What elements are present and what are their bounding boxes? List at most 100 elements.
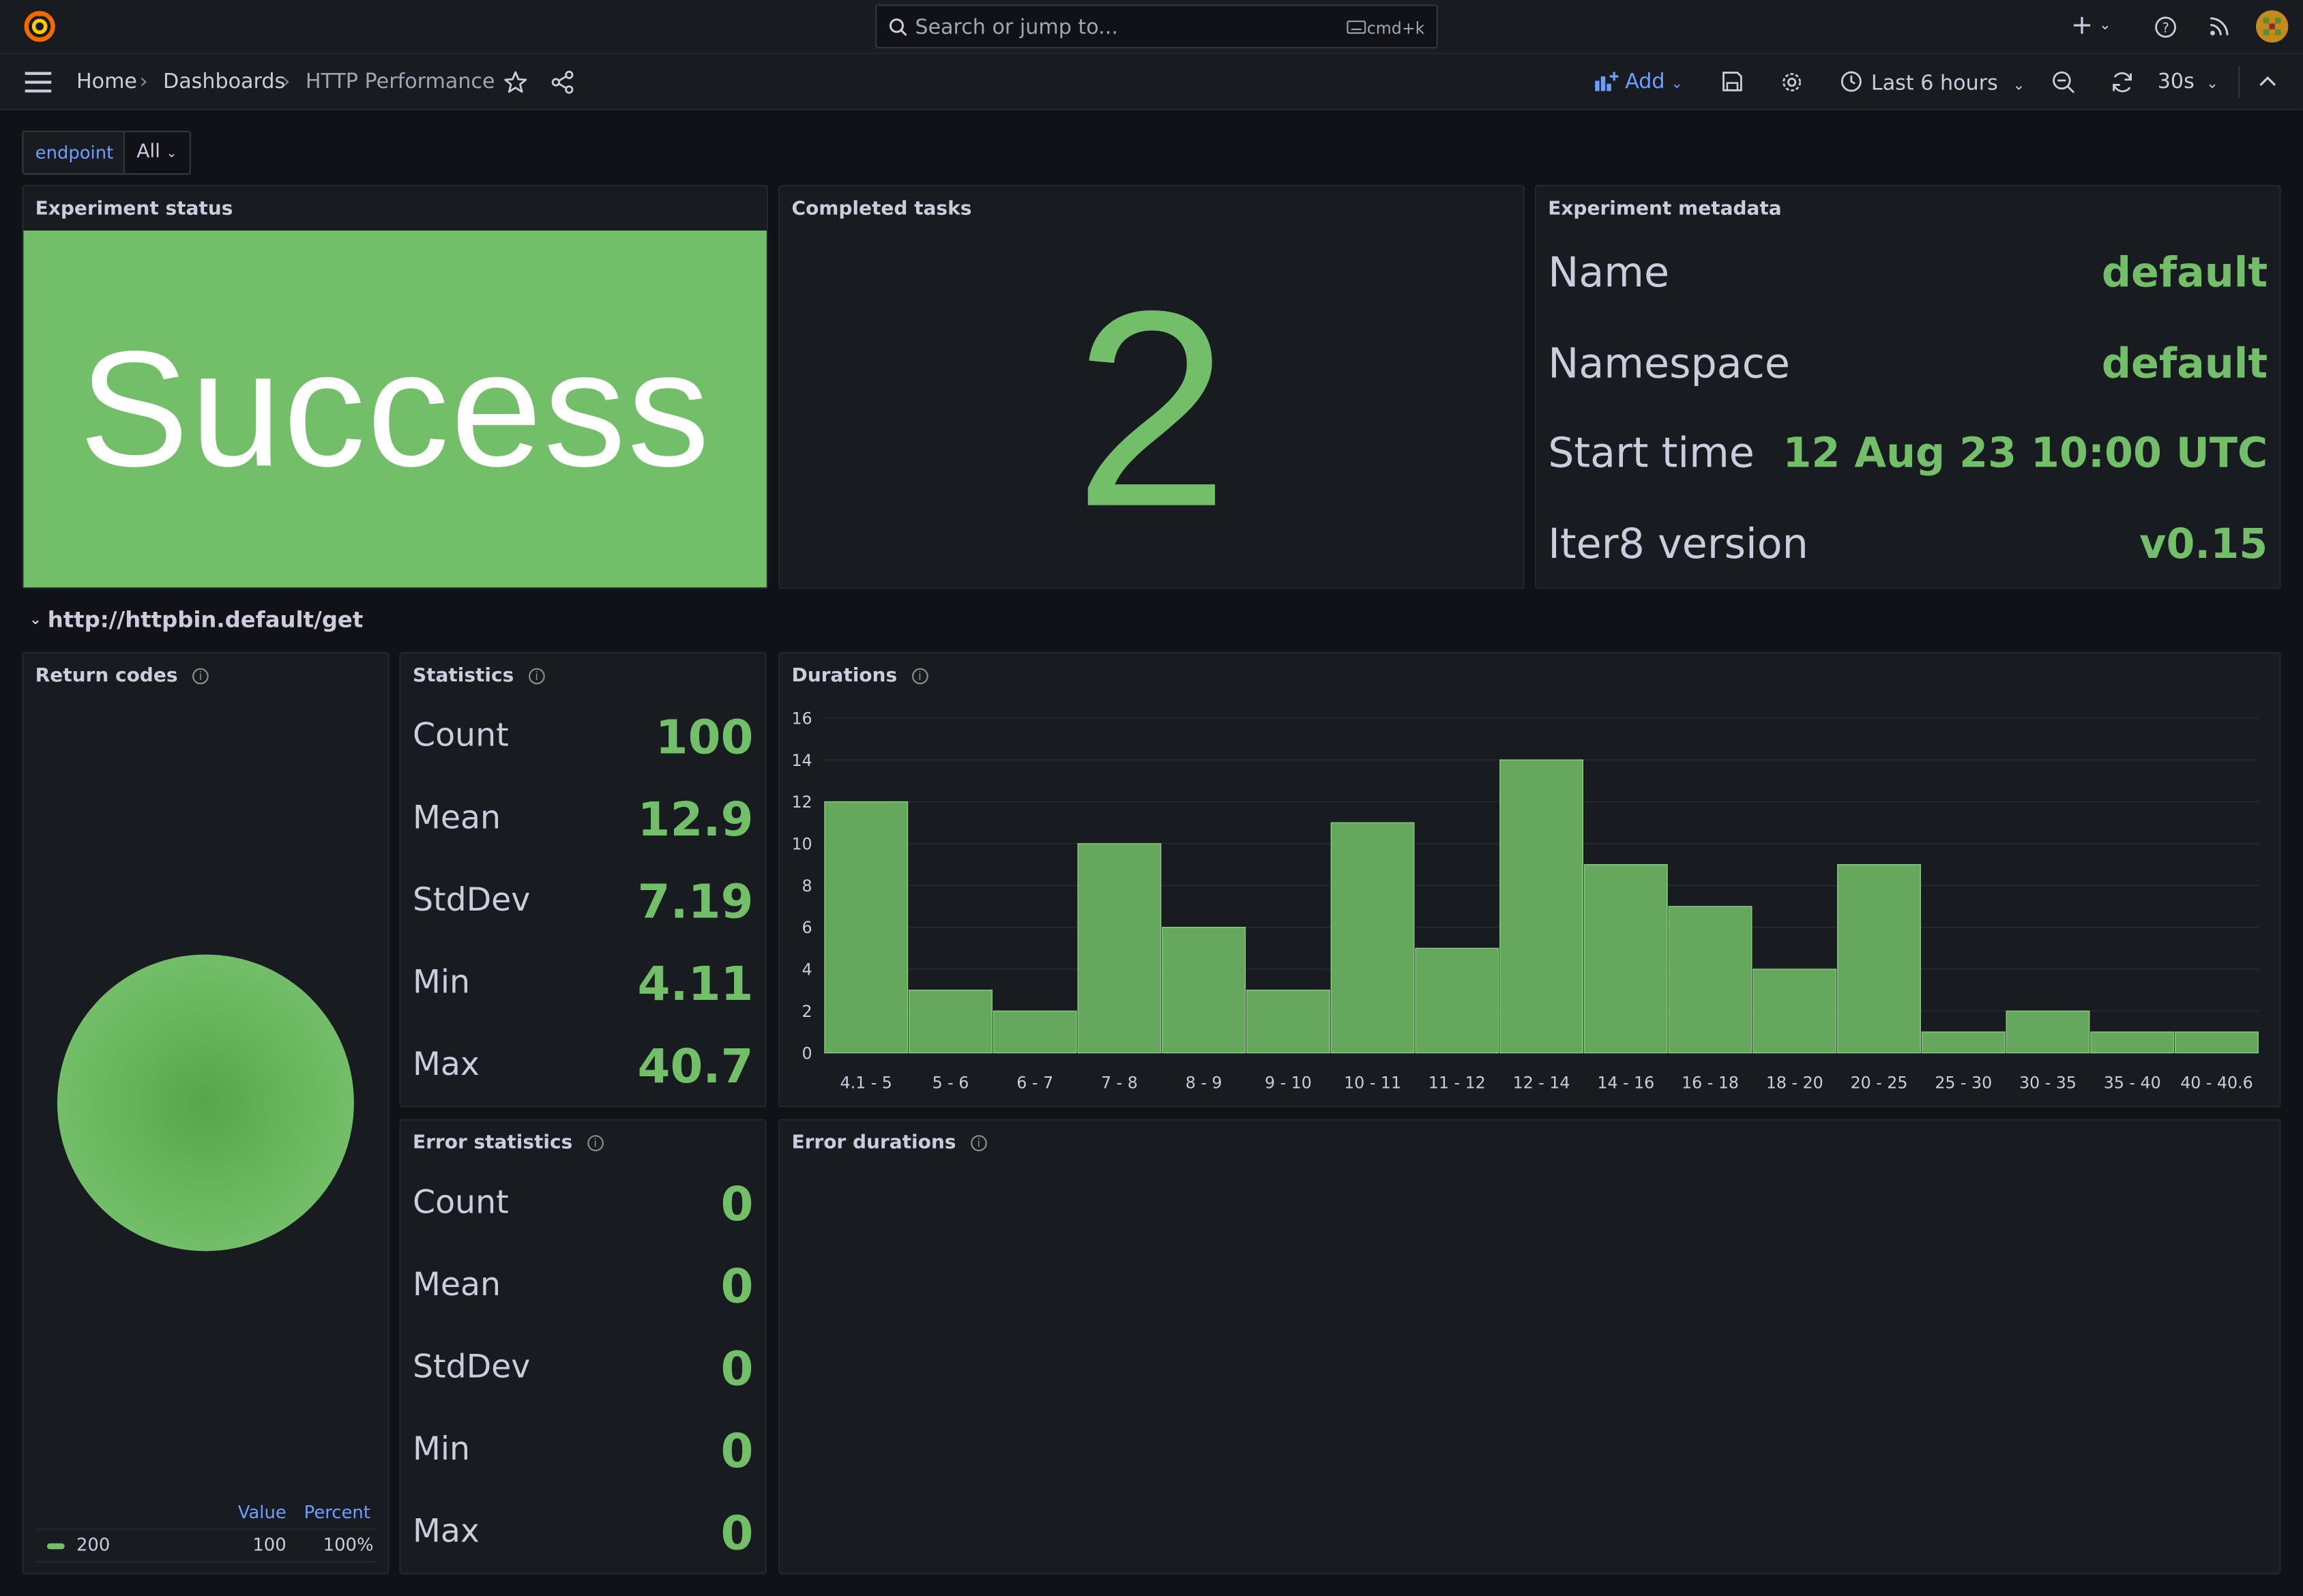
- stat-label: Count: [412, 1185, 509, 1222]
- info-icon[interactable]: i: [970, 1135, 987, 1151]
- keyboard-icon: [1347, 20, 1366, 34]
- variable-label-endpoint: endpoint: [22, 130, 127, 175]
- info-icon[interactable]: i: [911, 668, 928, 685]
- x-tick-label: 30 - 35: [2019, 1073, 2077, 1092]
- save-icon[interactable]: [1721, 70, 1743, 92]
- row-collapse-toggle[interactable]: ⌄ http://httpbin.default/get: [29, 606, 363, 633]
- metadata-value: v0.15: [2139, 520, 2268, 569]
- time-range-picker[interactable]: Last 6 hours ⌄: [1840, 70, 2025, 95]
- svg-text:?: ?: [2162, 20, 2169, 35]
- grafana-logo-icon[interactable]: [23, 10, 55, 42]
- chevron-down-icon: ⌄: [29, 612, 42, 629]
- metadata-label: Name: [1548, 248, 1670, 297]
- histogram-bar[interactable]: [993, 1010, 1077, 1054]
- refresh-icon[interactable]: [2111, 70, 2134, 93]
- statistics-panel: Statistics i Count 100 Mean 12.9 StdDev 7…: [399, 651, 767, 1108]
- legend-series-value: 100: [252, 1534, 287, 1556]
- histogram-bar[interactable]: [1583, 863, 1668, 1054]
- panel-title: Completed tasks: [791, 198, 972, 220]
- x-tick-label: 18 - 20: [1766, 1073, 1823, 1092]
- stat-value: 7.19: [637, 874, 754, 930]
- help-icon[interactable]: ?: [2154, 16, 2176, 38]
- search-placeholder: Search or jump to...: [915, 16, 1118, 40]
- histogram-bar[interactable]: [2090, 1031, 2175, 1054]
- x-tick-label: 7 - 8: [1101, 1073, 1138, 1092]
- x-tick-label: 25 - 30: [1935, 1073, 1992, 1092]
- legend-divider: [35, 1561, 377, 1563]
- breadcrumb-dashboards[interactable]: Dashboards: [162, 70, 286, 94]
- breadcrumb-separator: ›: [282, 70, 291, 94]
- new-menu-button[interactable]: + ⌄: [2070, 10, 2111, 42]
- status-stat-background: Success: [23, 231, 767, 588]
- info-icon[interactable]: i: [192, 668, 209, 685]
- panel-title: Experiment status: [35, 198, 233, 220]
- panel-title: Durations i: [791, 665, 928, 688]
- histogram-bar[interactable]: [824, 801, 909, 1054]
- histogram-bar[interactable]: [1921, 1031, 2006, 1054]
- collapse-chevron-up-icon[interactable]: [2259, 75, 2276, 87]
- histogram-bar[interactable]: [2175, 1031, 2259, 1054]
- gear-icon[interactable]: [1780, 70, 1803, 93]
- pie-slice-200[interactable]: [57, 954, 354, 1252]
- add-button[interactable]: Add ⌄: [1595, 70, 1683, 94]
- x-tick-label: 35 - 40: [2104, 1073, 2161, 1092]
- stat-value: 0: [720, 1505, 754, 1561]
- metadata-value: default: [2101, 248, 2268, 297]
- share-icon[interactable]: [551, 70, 574, 94]
- x-tick-label: 9 - 10: [1265, 1073, 1312, 1092]
- stat-label: StdDev: [412, 882, 531, 919]
- metadata-value: 12 Aug 23 10:00 UTC: [1783, 428, 2268, 477]
- row-title: http://httpbin.default/get: [47, 606, 364, 633]
- legend-divider: [35, 1528, 377, 1531]
- legend-header-percent[interactable]: Percent: [304, 1502, 370, 1523]
- y-tick-label: 4: [802, 960, 812, 979]
- x-tick-label: 4.1 - 5: [840, 1073, 892, 1092]
- histogram-bar[interactable]: [1077, 843, 1162, 1054]
- user-avatar[interactable]: [2256, 10, 2289, 43]
- legend-series-name[interactable]: 200: [76, 1534, 111, 1556]
- y-tick-label: 16: [791, 709, 812, 728]
- y-tick-label: 8: [802, 876, 812, 896]
- search-input[interactable]: Search or jump to... cmd+k: [875, 4, 1438, 49]
- dashboard-nav-bar: Home › Dashboards › HTTP Performance Add…: [0, 54, 2303, 110]
- histogram-bar[interactable]: [1752, 969, 1837, 1054]
- stat-label: Max: [412, 1047, 480, 1084]
- stat-label: Mean: [412, 800, 501, 838]
- stat-label: Mean: [412, 1267, 501, 1304]
- panel-title: Experiment metadata: [1548, 198, 1782, 220]
- histogram-bar[interactable]: [2006, 1010, 2090, 1054]
- endpoint-select[interactable]: All ⌄: [123, 130, 191, 175]
- error-durations-panel: Error durations i: [778, 1119, 2281, 1575]
- metadata-label: Iter8 version: [1548, 520, 1808, 569]
- search-icon: [889, 18, 907, 36]
- refresh-interval-picker[interactable]: 30s ⌄: [2157, 70, 2219, 94]
- stat-value: 40.7: [637, 1038, 754, 1094]
- legend-header-value[interactable]: Value: [237, 1502, 287, 1523]
- menu-icon[interactable]: [25, 72, 52, 93]
- stat-value: 0: [720, 1176, 754, 1232]
- histogram-bar[interactable]: [908, 990, 993, 1054]
- stat-value: 100: [655, 709, 754, 765]
- y-tick-label: 14: [791, 751, 812, 770]
- metadata-label: Namespace: [1548, 339, 1790, 388]
- histogram-bar[interactable]: [1668, 906, 1752, 1054]
- toolbar-divider: [2238, 65, 2240, 99]
- star-icon[interactable]: [503, 70, 527, 93]
- info-icon[interactable]: i: [587, 1135, 604, 1151]
- x-tick-label: 5 - 6: [933, 1073, 969, 1092]
- experiment-metadata-panel: Experiment metadata Name default Namespa…: [1534, 185, 2281, 589]
- info-icon[interactable]: i: [528, 668, 545, 685]
- histogram-bar[interactable]: [1246, 990, 1330, 1054]
- breadcrumb-home[interactable]: Home: [76, 70, 137, 94]
- histogram-bar[interactable]: [1499, 759, 1584, 1054]
- histogram-bar[interactable]: [1837, 863, 1921, 1054]
- x-tick-label: 40 - 40.6: [2180, 1073, 2253, 1092]
- zoom-out-icon[interactable]: [2052, 70, 2075, 93]
- add-panel-icon: [1595, 72, 1619, 91]
- y-tick-label: 10: [791, 835, 812, 854]
- error-statistics-panel: Error statistics i Count 0 Mean 0 StdDev …: [399, 1119, 767, 1575]
- news-feed-icon[interactable]: [2209, 16, 2229, 37]
- histogram-bar[interactable]: [1162, 926, 1246, 1054]
- histogram-bar[interactable]: [1330, 822, 1415, 1054]
- histogram-bar[interactable]: [1415, 947, 1499, 1054]
